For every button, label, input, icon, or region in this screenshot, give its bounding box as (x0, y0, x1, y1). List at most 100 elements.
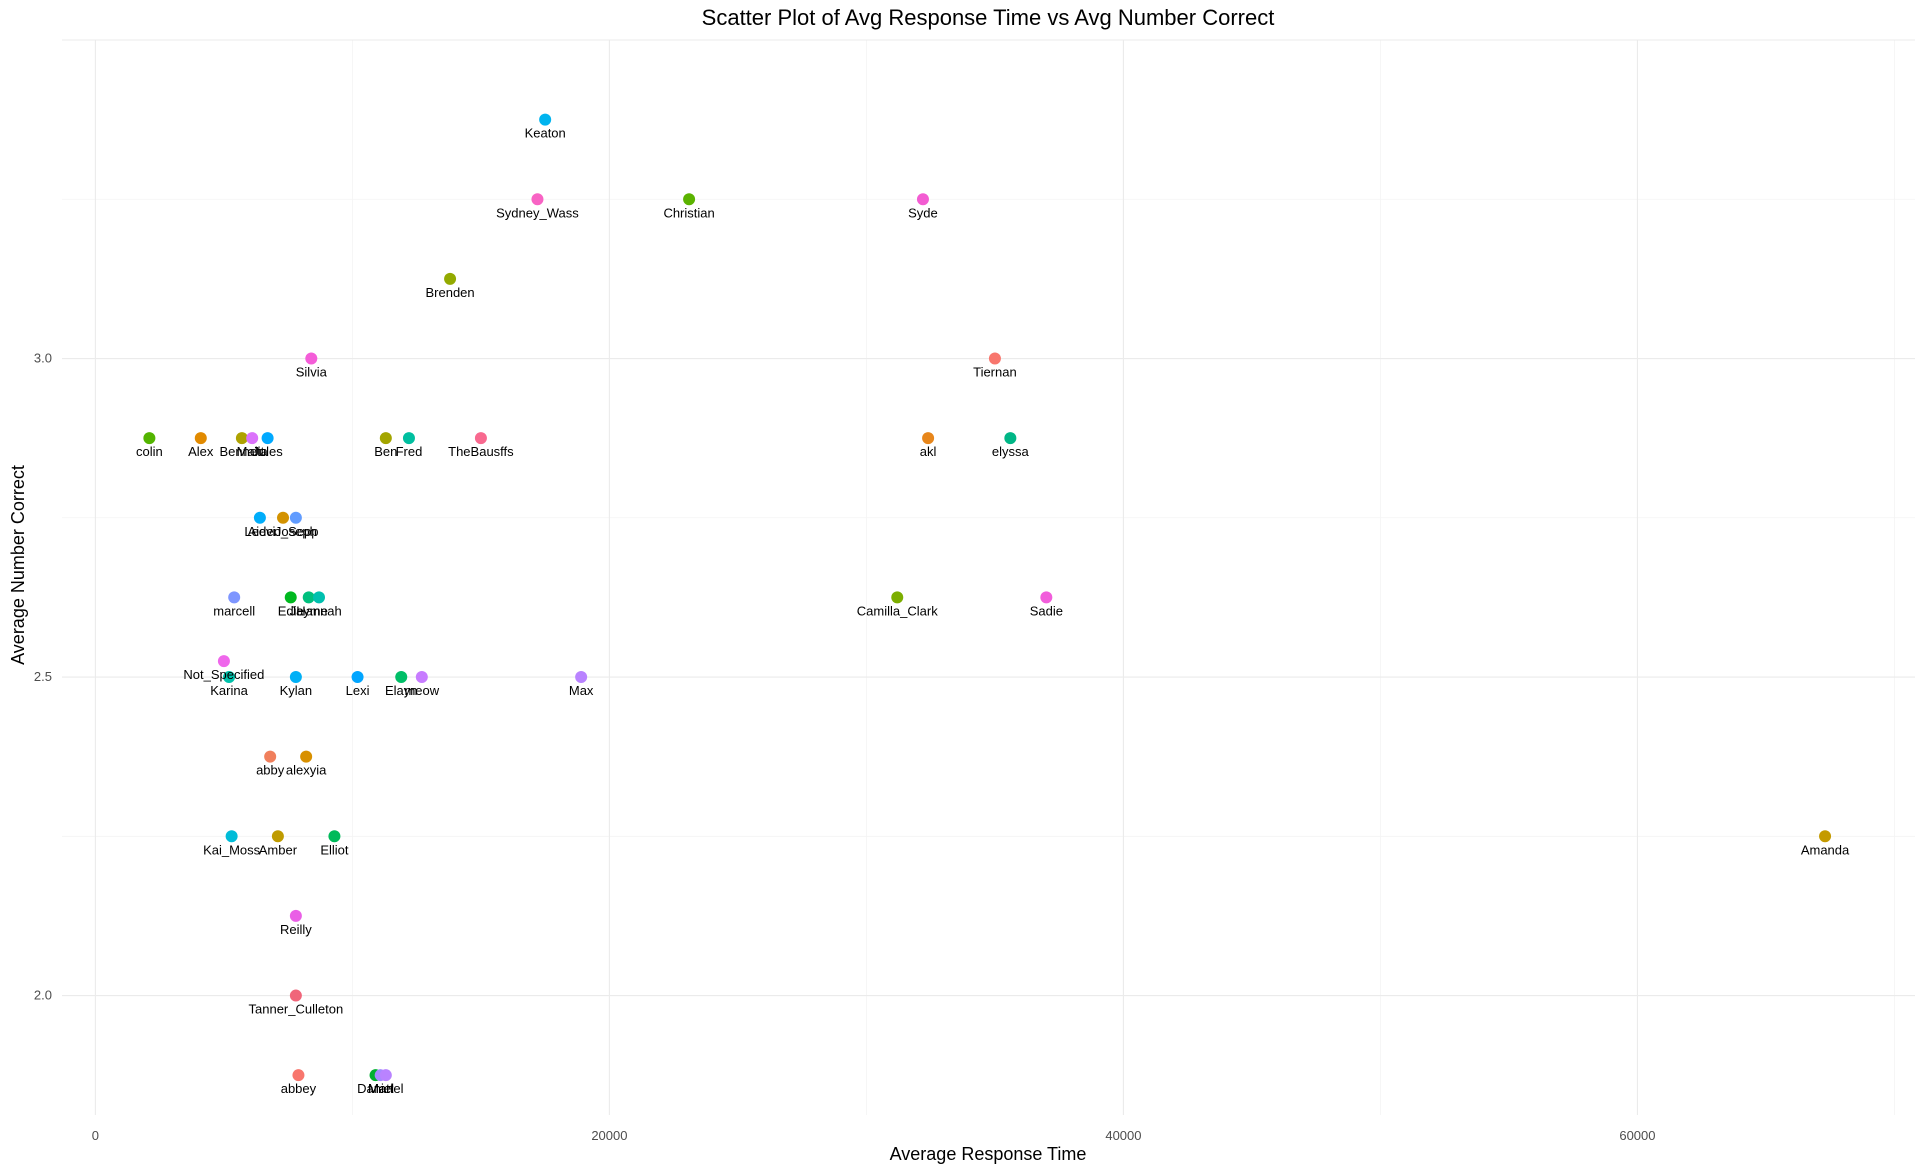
point-label: Matt (368, 1081, 394, 1096)
point-label: Malia (237, 444, 269, 459)
chart-title: Scatter Plot of Avg Response Time vs Avg… (702, 5, 1275, 30)
point-labels: Keaton Sydney_Wass Christian Syde Brenden Sil… (136, 126, 1850, 1097)
data-point (300, 750, 313, 763)
data-point (531, 193, 544, 206)
point-label: meow (404, 683, 439, 698)
data-point (284, 591, 297, 604)
x-tick-label: 60000 (1619, 1128, 1655, 1143)
point-label: Karina (210, 683, 248, 698)
data-point (305, 352, 318, 365)
point-label: Amanda (1801, 842, 1850, 857)
x-tick-label: 0 (92, 1128, 99, 1143)
point-label: Ben (374, 444, 397, 459)
data-point (1040, 591, 1053, 604)
data-point (916, 193, 929, 206)
point-label: Sydney_Wass (496, 205, 579, 220)
data-point (235, 432, 248, 445)
point-label: Mariel (368, 1081, 404, 1096)
data-point (194, 432, 207, 445)
data-point (246, 432, 259, 445)
point-label: marcell (213, 603, 255, 618)
data-point (1004, 432, 1017, 445)
point-label: Jules (252, 444, 283, 459)
data-point (379, 432, 392, 445)
point-label: akl (920, 444, 937, 459)
data-point (539, 113, 552, 126)
point-label: elyssa (992, 444, 1030, 459)
point-label: Hannah (296, 603, 342, 618)
x-axis-title: Average Response Time (890, 1144, 1087, 1164)
x-axis-ticks: 0 20000 40000 60000 (92, 1128, 1656, 1143)
point-label: Alex (188, 444, 214, 459)
point-label: colin (136, 444, 163, 459)
y-axis-title: Average Number Correct (8, 465, 28, 665)
data-point (922, 432, 935, 445)
y-axis-ticks: 2.0 2.5 3.0 (34, 351, 52, 1003)
data-point (575, 671, 588, 684)
point-label: Brenden (425, 285, 474, 300)
data-point (261, 432, 274, 445)
data-point (289, 671, 302, 684)
data-point (217, 655, 230, 668)
data-point (289, 909, 302, 922)
point-label: abbey (281, 1081, 317, 1096)
point-label: Fred (396, 444, 423, 459)
point-label: Amber (259, 842, 298, 857)
point-label: Kylan (280, 683, 313, 698)
x-tick-label: 40000 (1105, 1128, 1141, 1143)
point-label: Silvia (296, 365, 328, 380)
data-point (891, 591, 904, 604)
point-label: Not_Specified (183, 667, 264, 682)
point-label: Tanner_Culleton (249, 1002, 344, 1017)
point-label: Elayn (385, 683, 418, 698)
data-point (253, 511, 266, 524)
point-label: Reilly (280, 922, 312, 937)
data-point (277, 511, 290, 524)
point-label: Leevi (244, 524, 275, 539)
y-tick-label: 2.5 (34, 669, 52, 684)
data-point (444, 272, 457, 285)
data-point (289, 511, 302, 524)
point-label: alexyia (286, 763, 327, 778)
point-label: Kai_Moss (203, 842, 261, 857)
point-label: Bennett (219, 444, 264, 459)
data-point (225, 830, 238, 843)
data-point (379, 1069, 392, 1082)
data-point (143, 432, 156, 445)
y-tick-label: 2.0 (34, 988, 52, 1003)
point-label: Max (569, 683, 594, 698)
point-label: abby (256, 763, 285, 778)
point-label: Lexi (346, 683, 370, 698)
y-tick-label: 3.0 (34, 351, 52, 366)
data-points (143, 113, 1832, 1082)
point-label: Sadie (1030, 603, 1063, 618)
data-point (351, 671, 364, 684)
data-point (264, 750, 277, 763)
point-label: Keaton (525, 126, 566, 141)
x-tick-label: 20000 (591, 1128, 627, 1143)
data-point (474, 432, 487, 445)
data-point (302, 591, 315, 604)
point-label: Camilla_Clark (857, 603, 938, 618)
data-point (228, 591, 241, 604)
point-label: Tiernan (973, 365, 1017, 380)
data-point (988, 352, 1001, 365)
point-label: TheBausffs (448, 444, 514, 459)
point-label: Edie (278, 603, 304, 618)
point-label: Christian (663, 205, 714, 220)
point-label: Daniel (357, 1081, 394, 1096)
data-point (1819, 830, 1832, 843)
data-point (271, 830, 284, 843)
point-label: Joseph (275, 524, 317, 539)
data-point (328, 830, 341, 843)
data-point (683, 193, 696, 206)
data-point (313, 591, 326, 604)
data-point (402, 432, 415, 445)
data-point (292, 1069, 305, 1082)
point-label: Aiden_Sepp (248, 524, 319, 539)
point-label: Elliot (320, 842, 349, 857)
data-point (415, 671, 428, 684)
grid-lines (62, 39, 1915, 1115)
point-label: Jayme (290, 603, 328, 618)
